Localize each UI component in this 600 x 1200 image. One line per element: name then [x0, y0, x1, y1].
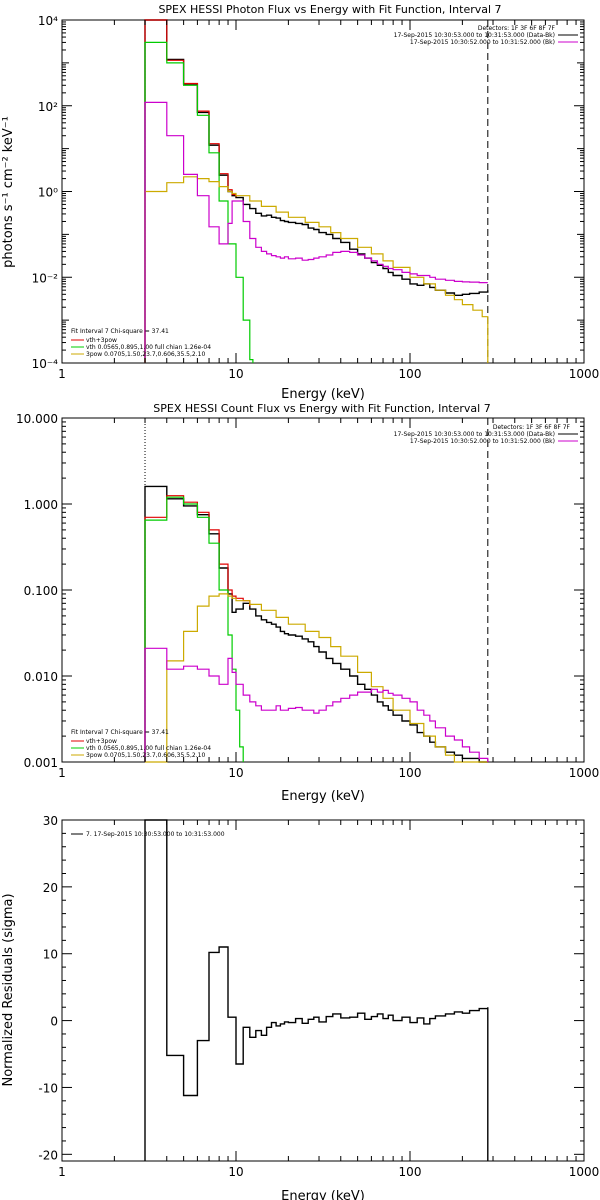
legend-text: 3pow 0.0705,1.50,23.7,0.606,35.5,2.10: [86, 351, 205, 358]
y-tick-label: 10⁻⁴: [32, 357, 59, 371]
legend-text: 7. 17-Sep-2015 10:30:53.000 to 10:31:53.…: [86, 831, 225, 838]
series-line-vth: [144, 41, 254, 363]
series-line-bk: [144, 101, 488, 363]
legend-text: 17-Sep-2015 10:30:52.000 to 10:31:52.000…: [410, 39, 555, 46]
series-line-3pow: [144, 176, 489, 363]
legend-text: 17-Sep-2015 10:30:53.000 to 10:31:53.000…: [394, 32, 555, 39]
y-tick-label: 10²: [38, 100, 58, 114]
x-ticks: 1 10 100 1000: [58, 820, 599, 1179]
legend-text: Detectors: 1F 3F 6F 8F 7F: [493, 424, 571, 431]
y-tick-label: 30: [43, 814, 58, 828]
y-tick-label: 10.000: [16, 412, 58, 426]
y-tick-label: 10⁻²: [32, 271, 59, 285]
series-line-bk: [144, 647, 489, 762]
y-tick-label: 0.100: [24, 584, 58, 598]
legend-bottom-left: Fit Interval 7 Chi-square = 37.41 vth+3p…: [71, 328, 211, 358]
x-tick-label: 1: [58, 1165, 66, 1179]
x-tick-label: 100: [399, 1165, 422, 1179]
count-flux-panel: SPEX HESSI Count Flux vs Energy with Fit…: [16, 402, 599, 804]
plot-frame: [61, 19, 585, 364]
x-ticks: 1 10 100 1000: [58, 418, 599, 780]
legend: 7. 17-Sep-2015 10:30:53.000 to 10:31:53.…: [71, 831, 225, 838]
y-ticks: 0.001 0.010 0.100 1.000 10.000: [16, 412, 584, 770]
series-line-vth-3pow: [144, 495, 251, 762]
x-tick-label: 10: [228, 367, 243, 381]
legend-bottom-left: Fit Interval 7 Chi-square = 37.41 vth+3p…: [71, 729, 211, 759]
y-tick-label: 1.000: [24, 498, 58, 512]
y-ticks: 10⁻⁴ 10⁻² 10⁰ 10² 10⁴: [32, 14, 584, 371]
legend-top-right: Detectors: 1F 3F 6F 8F 7F 17-Sep-2015 10…: [394, 424, 578, 445]
x-tick-label: 10: [228, 766, 243, 780]
x-tick-label: 1000: [569, 1165, 600, 1179]
series-line-data-bk: [144, 19, 489, 363]
x-ticks: 1 10 100 1000: [58, 20, 599, 381]
x-axis-label: Energy (keV): [281, 387, 365, 402]
y-axis-label: Normalized Residuals (sigma): [1, 893, 16, 1086]
y-tick-label: 0.010: [24, 670, 58, 684]
x-axis-label: Energy (keV): [281, 1189, 365, 1200]
y-tick-label: 10⁰: [38, 186, 58, 200]
legend-text: vth+3pow: [86, 738, 117, 745]
series-line-data-bk: [144, 485, 488, 763]
x-axis-label: Energy (keV): [281, 789, 365, 804]
y-tick-label: 0: [50, 1015, 58, 1029]
legend-text: Fit Interval 7 Chi-square = 37.41: [71, 328, 169, 335]
y-tick-label: 20: [43, 881, 58, 895]
legend-text: 17-Sep-2015 10:30:53.000 to 10:31:53.000…: [394, 431, 555, 438]
y-tick-label: -10: [38, 1081, 58, 1095]
legend-text: Detectors: 1F 3F 6F 8F 7F: [478, 25, 556, 32]
y-tick-label: 10: [43, 948, 58, 962]
legend-text: vth+3pow: [86, 337, 117, 344]
plot-area: [144, 819, 489, 1161]
x-tick-label: 1: [58, 367, 66, 381]
series-line-3pow: [145, 593, 488, 763]
residuals-panel: 1 10 100 1000 -20 -10 0 10 20 30 Energy (keV) No…: [1, 814, 599, 1200]
chart-title: SPEX HESSI Photon Flux vs Energy with Fi…: [158, 3, 501, 16]
y-tick-label: 0.001: [24, 756, 58, 770]
x-tick-label: 10: [228, 1165, 243, 1179]
legend-text: 17-Sep-2015 10:30:52.000 to 10:31:52.000…: [410, 438, 555, 445]
y-ticks: -20 -10 0 10 20 30: [38, 814, 584, 1162]
legend-top-right: Detectors: 1F 3F 6F 8F 7F 17-Sep-2015 10…: [394, 25, 578, 46]
y-axis-label: photons s⁻¹ cm⁻² keV⁻¹: [1, 116, 16, 268]
plot-frame: [61, 819, 585, 1162]
series-line-vth: [144, 496, 244, 762]
y-tick-label: 10⁴: [38, 14, 58, 28]
x-tick-label: 1000: [569, 367, 600, 381]
x-tick-label: 1000: [569, 766, 600, 780]
chart-title: SPEX HESSI Count Flux vs Energy with Fit…: [153, 402, 490, 415]
x-tick-label: 100: [399, 766, 422, 780]
x-tick-label: 100: [399, 367, 422, 381]
legend-text: vth 0.0565,0.895,1.00 full chian 1.26e-0…: [86, 344, 211, 351]
plot-area: [144, 418, 489, 763]
series-line-7-17-sep-2015-10-30-53-000-to-10-31-53-000: [144, 819, 489, 1161]
legend-text: vth 0.0565,0.895,1.00 full chian 1.26e-0…: [86, 745, 211, 752]
legend-text: Fit Interval 7 Chi-square = 37.41: [71, 729, 169, 736]
photon-flux-panel: SPEX HESSI Photon Flux vs Energy with Fi…: [1, 3, 599, 402]
plot-area: [144, 19, 489, 363]
y-tick-label: -20: [38, 1148, 58, 1162]
legend-text: 3pow 0.0705,1.50,23.7,0.606,35.5,2.10: [86, 752, 205, 759]
x-tick-label: 1: [58, 766, 66, 780]
